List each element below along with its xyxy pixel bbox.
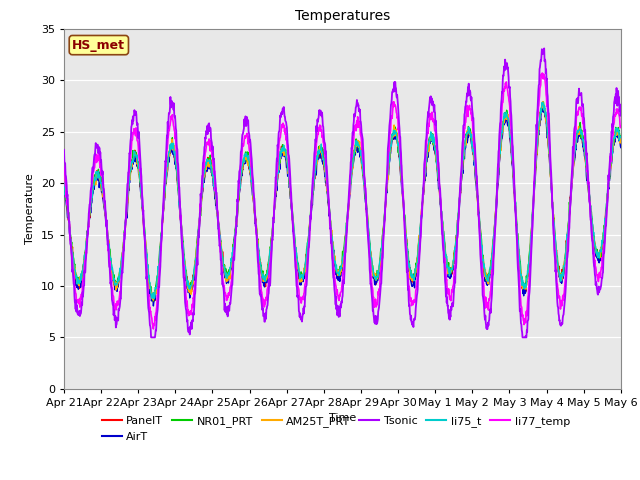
Line: Tsonic: Tsonic <box>64 48 621 337</box>
li77_temp <box>552 253 559 259</box>
Line: AirT: AirT <box>64 107 621 306</box>
AirT <box>538 104 546 110</box>
Tsonic <box>246 140 254 146</box>
PanelT <box>150 299 157 305</box>
Tsonic <box>148 335 156 340</box>
PanelT <box>502 112 509 118</box>
AM25T_PRT <box>502 114 509 120</box>
Y-axis label: Temperature: Temperature <box>26 173 35 244</box>
li77_temp <box>617 123 625 129</box>
AirT <box>171 154 179 159</box>
NR01_PRT <box>60 182 68 188</box>
AM25T_PRT <box>60 178 68 183</box>
AirT <box>617 144 625 150</box>
AM25T_PRT <box>617 139 625 145</box>
AM25T_PRT <box>150 297 157 303</box>
Tsonic <box>171 114 179 120</box>
li77_temp <box>60 164 68 169</box>
AM25T_PRT <box>184 286 192 292</box>
PanelT <box>246 171 254 177</box>
li75_t <box>60 179 68 185</box>
Line: li75_t: li75_t <box>64 102 621 299</box>
li77_temp <box>502 85 509 91</box>
AirT <box>552 241 559 247</box>
NR01_PRT <box>171 147 179 153</box>
AirT <box>150 303 157 309</box>
AM25T_PRT <box>246 173 254 179</box>
Text: HS_met: HS_met <box>72 38 125 52</box>
Tsonic <box>184 327 192 333</box>
li75_t <box>246 168 254 174</box>
li75_t <box>184 283 192 289</box>
NR01_PRT <box>184 280 192 286</box>
PanelT <box>617 137 625 143</box>
li77_temp <box>538 70 546 76</box>
PanelT <box>540 103 547 109</box>
li75_t <box>150 296 157 301</box>
Line: li77_temp: li77_temp <box>64 73 621 329</box>
li75_t <box>171 152 179 158</box>
Tsonic <box>60 147 68 153</box>
AirT <box>60 184 68 190</box>
Title: Temperatures: Temperatures <box>295 10 390 24</box>
X-axis label: Time: Time <box>329 413 356 423</box>
li77_temp <box>184 307 192 313</box>
li75_t <box>502 112 509 118</box>
PanelT <box>429 138 437 144</box>
NR01_PRT <box>617 133 625 139</box>
Tsonic <box>540 46 548 51</box>
PanelT <box>552 237 559 243</box>
AirT <box>429 137 437 143</box>
li77_temp <box>246 154 254 160</box>
PanelT <box>60 181 68 187</box>
li75_t <box>552 237 559 243</box>
NR01_PRT <box>540 99 547 105</box>
Line: PanelT: PanelT <box>64 106 621 302</box>
Line: NR01_PRT: NR01_PRT <box>64 102 621 301</box>
AirT <box>502 117 509 123</box>
PanelT <box>171 159 179 165</box>
AirT <box>184 289 192 295</box>
Line: AM25T_PRT: AM25T_PRT <box>64 102 621 300</box>
NR01_PRT <box>150 298 157 304</box>
NR01_PRT <box>502 115 509 121</box>
Tsonic <box>617 112 625 118</box>
li77_temp <box>429 116 437 122</box>
Tsonic <box>552 269 559 275</box>
Legend: PanelT, AirT, NR01_PRT, AM25T_PRT, Tsonic, li75_t, li77_temp: PanelT, AirT, NR01_PRT, AM25T_PRT, Tsoni… <box>97 412 574 446</box>
AM25T_PRT <box>171 152 179 158</box>
AM25T_PRT <box>539 99 547 105</box>
Tsonic <box>429 100 437 106</box>
AM25T_PRT <box>429 137 437 143</box>
li75_t <box>617 134 625 140</box>
PanelT <box>184 283 192 288</box>
AirT <box>246 172 254 178</box>
li77_temp <box>150 326 157 332</box>
NR01_PRT <box>429 142 437 147</box>
li75_t <box>429 140 437 146</box>
li77_temp <box>171 128 179 134</box>
NR01_PRT <box>552 241 559 247</box>
NR01_PRT <box>246 165 254 170</box>
li75_t <box>538 99 546 105</box>
Tsonic <box>502 63 509 69</box>
AM25T_PRT <box>552 240 559 245</box>
